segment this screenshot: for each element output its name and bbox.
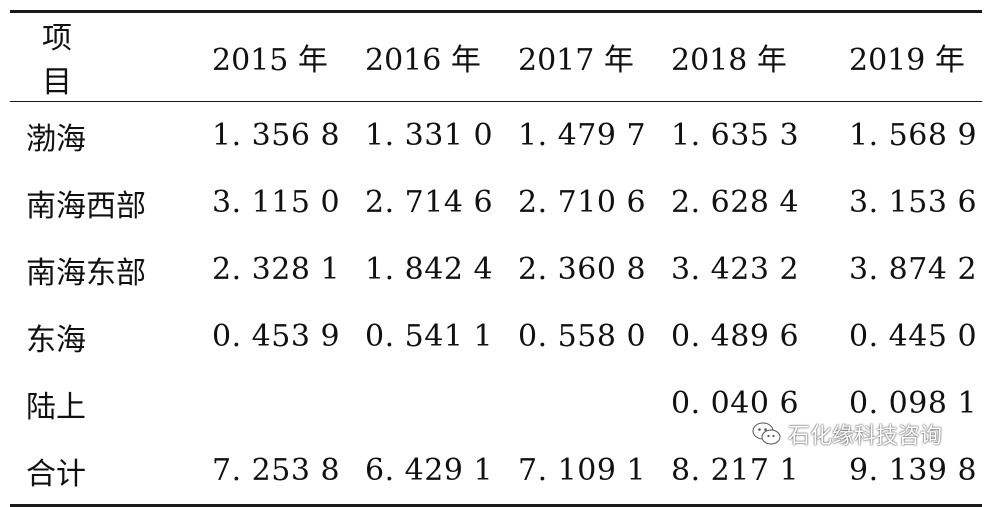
table-cell: 7. 253 8 [212,453,341,488]
table-cell: 7. 109 1 [518,453,647,488]
table-cell: 1. 568 9 [849,118,978,153]
watermark-text: 石化缘科技咨询 [788,424,943,449]
table-cell: 3. 115 0 [212,185,341,220]
row-label: 南海东部 [26,255,146,291]
table-cell: 3. 874 2 [849,252,978,287]
table-cell: 0. 040 6 [671,386,800,421]
table-row: 东海 0. 453 9 0. 541 1 0. 558 0 0. 489 6 0… [10,303,982,370]
table-cell: 2. 714 6 [365,185,494,220]
table-cell: 3. 153 6 [849,185,978,220]
table-cell: 6. 429 1 [365,453,494,488]
table-cell: 0. 489 6 [671,319,800,354]
watermark: 石化缘科技咨询 [752,418,942,450]
table-cell: 2. 360 8 [518,252,647,287]
table-cell: 0. 541 1 [365,319,494,354]
table-cell: 1. 331 0 [365,118,494,153]
table-row: 南海东部 2. 328 1 1. 842 4 2. 360 8 3. 423 2… [10,236,982,303]
header-2019: 2019 年 [849,43,965,78]
data-table: 项 目 2015 年 2016 年 2017 年 2018 年 2019 年 渤… [10,10,982,507]
table-cell [365,370,518,437]
table-cell: 2. 328 1 [212,252,341,287]
header-2016: 2016 年 [365,43,481,78]
header-2015: 2015 年 [212,43,328,78]
row-label: 渤海 [26,121,86,157]
table-row: 南海西部 3. 115 0 2. 714 6 2. 710 6 2. 628 4… [10,169,982,236]
table-cell: 2. 710 6 [518,185,647,220]
table-cell: 0. 098 1 [849,386,978,421]
header-item: 项 目 [42,21,158,100]
row-label: 南海西部 [26,188,146,224]
header-row: 项 目 2015 年 2016 年 2017 年 2018 年 2019 年 [10,11,982,102]
row-label: 陆上 [26,389,86,425]
table-row: 陆上 0. 040 6 0. 098 1 [10,370,982,437]
table-cell [212,370,365,437]
header-2017: 2017 年 [518,43,634,78]
data-table-container: 项 目 2015 年 2016 年 2017 年 2018 年 2019 年 渤… [10,10,982,507]
header-2018: 2018 年 [671,43,787,78]
table-cell [518,370,671,437]
table-cell: 0. 558 0 [518,319,647,354]
table-cell: 3. 423 2 [671,252,800,287]
table-cell: 0. 453 9 [212,319,341,354]
table-row: 渤海 1. 356 8 1. 331 0 1. 479 7 1. 635 3 1… [10,102,982,170]
table-cell: 1. 635 3 [671,118,800,153]
table-cell: 1. 842 4 [365,252,494,287]
table-cell: 0. 445 0 [849,319,978,354]
table-cell: 1. 356 8 [212,118,341,153]
table-cell: 2. 628 4 [671,185,800,220]
wechat-icon [752,422,781,445]
table-cell: 1. 479 7 [518,118,647,153]
row-label: 东海 [26,322,86,358]
row-label: 合计 [26,456,86,492]
